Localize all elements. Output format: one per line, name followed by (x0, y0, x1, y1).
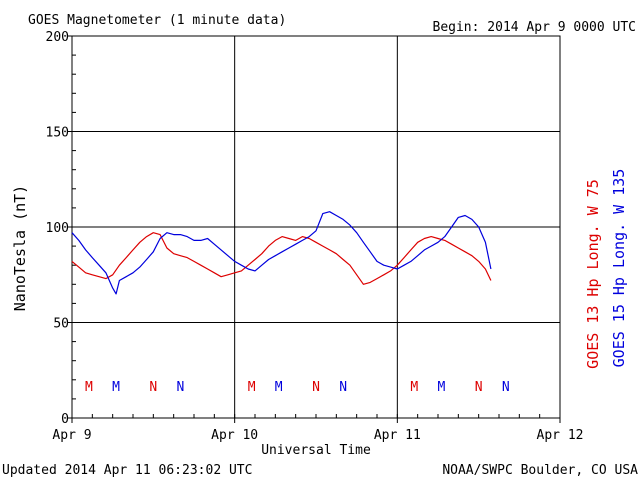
y-tick-label: 100 (46, 221, 69, 236)
marker-n: N (312, 380, 320, 395)
marker-n: N (149, 380, 157, 395)
plot-grid (72, 36, 560, 418)
marker-m: M (410, 380, 418, 395)
x-axis-ticks: Apr 9 Apr 10 Apr 11 Apr 12 (52, 414, 583, 443)
x-tick-label: Apr 9 (52, 428, 91, 443)
y-axis-ticks: 0 50 100 150 200 (46, 30, 76, 427)
marker-m: M (275, 380, 283, 395)
marker-n: N (177, 380, 185, 395)
noon-midnight-marks: M N M N M NM N M N M N (85, 380, 510, 395)
marker-m: M (248, 380, 256, 395)
marker-n: N (502, 380, 510, 395)
marker-n: N (475, 380, 483, 395)
y-tick-label: 200 (46, 30, 69, 45)
x-tick-label: Apr 12 (537, 428, 584, 443)
credit-text: NOAA/SWPC Boulder, CO USA (442, 463, 638, 478)
marker-n: N (339, 380, 347, 395)
y-tick-label: 150 (46, 126, 69, 141)
updated-text: Updated 2014 Apr 11 06:23:02 UTC (2, 463, 252, 478)
y-tick-label: 0 (61, 412, 69, 427)
y-tick-label: 50 (53, 317, 69, 332)
x-tick-label: Apr 11 (374, 428, 421, 443)
legend-goes15: GOES 15 Hp Long. W 135 (610, 169, 628, 368)
x-axis-label: Universal Time (261, 443, 371, 458)
series-line-0 (71, 232, 492, 285)
legend-goes13: GOES 13 Hp Long. W 75 (584, 179, 602, 369)
marker-m: M (112, 380, 120, 395)
series-line-1 (71, 211, 492, 295)
series-group (71, 211, 492, 295)
marker-m: M (85, 380, 93, 395)
chart-title: GOES Magnetometer (1 minute data) (28, 13, 286, 28)
begin-label: Begin: 2014 Apr 9 0000 UTC (433, 20, 637, 35)
x-tick-label: Apr 10 (211, 428, 258, 443)
marker-m: M (437, 380, 445, 395)
y-axis-label: NanoTesla (nT) (11, 185, 29, 311)
